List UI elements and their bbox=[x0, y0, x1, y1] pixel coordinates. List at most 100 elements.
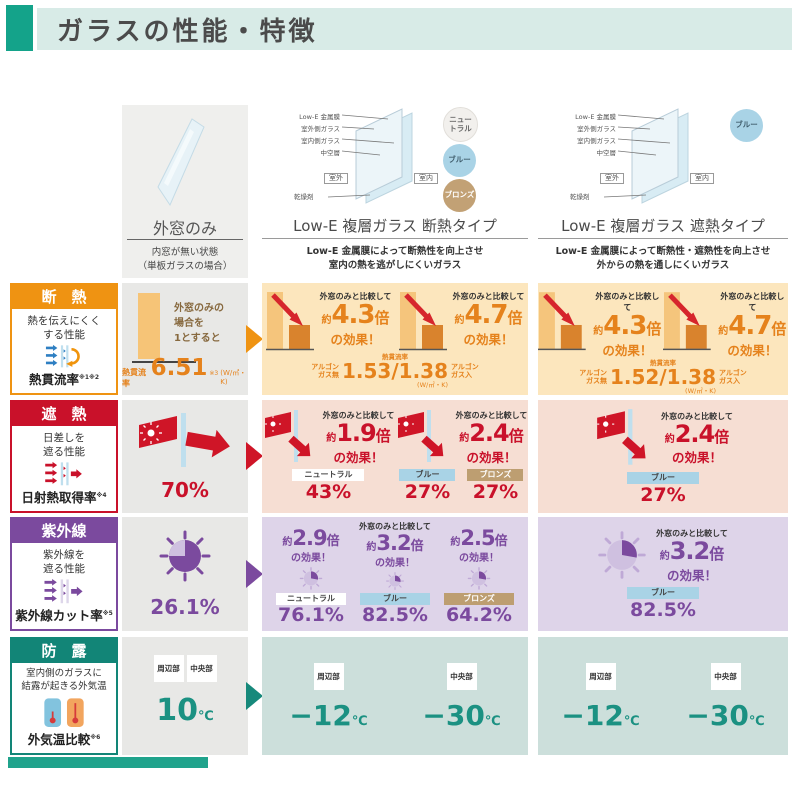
effect-multiplier: 約4.3倍 bbox=[321, 300, 390, 330]
glass-color-chip: ニュートラル bbox=[276, 593, 346, 606]
diagram-label-inner-glass: 室内側ガラス bbox=[577, 137, 616, 145]
title-band: ガラスの性能・特徴 bbox=[37, 8, 792, 50]
glass-color-result: ブルー 27% bbox=[399, 469, 456, 504]
position-label: 周辺部 bbox=[585, 662, 616, 690]
glass-color-result: ニュートラル 43% bbox=[292, 469, 365, 504]
effect-label: の効果！ bbox=[727, 343, 778, 359]
percent-value: 82.5% bbox=[362, 604, 428, 627]
uv-pie-icon bbox=[598, 531, 646, 579]
glass-color-swatches: ブルー bbox=[730, 109, 763, 142]
row-metric: 日射熱取得率※4 bbox=[21, 490, 107, 505]
effect-label: の効果！ bbox=[291, 553, 331, 565]
cell-shielding-insulation-type: 外窓のみと比較して 約1.9倍 の効果！ ニュートラル 43% bbox=[262, 400, 528, 513]
row-label-uv: 紫外線 紫外線を 遮る性能 紫外線カット率※5 bbox=[10, 517, 118, 631]
u-value-comparison: アルゴン ガス無 熱貫流率 1.53/1.38 (W/㎡・K) アルゴン ガス入 bbox=[262, 354, 528, 388]
swatch-neutral: ニュー トラル bbox=[443, 107, 478, 142]
percent-value: 26.1% bbox=[150, 594, 220, 619]
compare-note: 外窓のみと比較して bbox=[656, 529, 728, 539]
diagram-label-inner-glass: 室内側ガラス bbox=[301, 137, 340, 145]
baseline-note: 外窓のみの 場合を 1とすると bbox=[174, 303, 224, 344]
row-description: 熱を伝えにくく する性能 bbox=[27, 315, 101, 342]
glass-structure-diagram: Low-E 金属膜 室外側ガラス 室内側ガラス 中空層 乾燥剤 室外 室内 bbox=[538, 105, 788, 211]
compare-note: 外窓のみと比較して bbox=[452, 292, 525, 301]
cell-shielding-shielding-type: 外窓のみと比較して 約2.4倍 の効果！ ブルー 27% bbox=[538, 400, 788, 513]
compare-note: 外窓のみと比較して bbox=[319, 292, 392, 301]
unit-label: (W/㎡・K) bbox=[417, 380, 448, 389]
temperature-value: −30℃ bbox=[422, 698, 501, 732]
position-label: 周辺部 bbox=[153, 655, 184, 682]
baseline-bar-icon bbox=[138, 293, 160, 359]
row-metric: 熱貫流率※1※2 bbox=[28, 372, 100, 387]
comparison-item: 外窓のみと比較して 約4.3倍 の効果！ bbox=[265, 289, 392, 353]
cell-insulation-insulation-type: 外窓のみと比較して 約4.3倍 の効果！ 外窓のみと比較して 約4.7倍 の効果… bbox=[262, 283, 528, 395]
effect-multiplier: 約3.2倍 bbox=[659, 537, 725, 566]
diagram-label-outer-glass: 室外側ガラス bbox=[577, 125, 616, 133]
shielding-column-title: Low-E 複層ガラス 遮熱タイプ bbox=[561, 217, 765, 235]
metric-label: 熱貫流率 bbox=[382, 353, 408, 361]
comparison-item: 外窓のみと比較して 約2.4倍 の効果！ ブルー 27% ブロンズ 27% bbox=[396, 408, 527, 504]
swatch-blue: ブルー bbox=[443, 144, 476, 177]
diagram-label-desiccant: 乾燥剤 bbox=[570, 193, 590, 201]
diagram-label-lowe-film: Low-E 金属膜 bbox=[299, 113, 340, 121]
effect-label: の効果！ bbox=[459, 553, 499, 565]
cell-condensation-shielding-type: 周辺部 −12℃ 中央部 −30℃ bbox=[538, 637, 788, 755]
effect-multiplier: 約2.5倍 bbox=[450, 526, 508, 551]
cell-shielding-baseline: 70% bbox=[122, 400, 248, 513]
comparison-item: 約2.9倍 の効果！ ニュートラル 76.1% bbox=[270, 521, 352, 627]
comparison-bars-icon bbox=[265, 292, 314, 351]
uv-pie-icon bbox=[299, 567, 323, 591]
position-label: 中央部 bbox=[446, 662, 477, 690]
row-label-insulation: 断 熱 熱を伝えにくく する性能 熱貫流率※1※2 bbox=[10, 283, 118, 395]
row-description: 室内側のガラスに 結露が起きる外気温 bbox=[21, 668, 107, 692]
right-arrow-icon bbox=[246, 325, 263, 353]
glass-color-chip: ブルー bbox=[626, 471, 699, 484]
cell-uv-shielding-type: 外窓のみと比較して 約3.2倍 の効果！ ブルー 82.5% bbox=[538, 517, 788, 631]
cell-insulation-baseline: 外窓のみの 場合を 1とすると 熱貫流率 6.51 ※3 (W/㎡・K) bbox=[122, 283, 248, 395]
uv-pie-icon bbox=[467, 567, 491, 591]
comparison-item: 外窓のみと比較して 約3.2倍 の効果！ ブルー 82.5% bbox=[354, 521, 436, 627]
row-metric: 紫外線カット率※5 bbox=[15, 608, 113, 623]
diagram-label-lowe-film: Low-E 金属膜 bbox=[575, 113, 616, 121]
diagram-label-desiccant: 乾燥剤 bbox=[294, 193, 314, 201]
percent-value: 82.5% bbox=[630, 598, 696, 621]
shielding-column-description: Low-E 金属膜によって断熱性・遮熱性を向上させ 外からの熱を通しにくいガラス bbox=[555, 246, 771, 272]
double-pane-icon bbox=[327, 108, 413, 204]
sun-deflect-icon bbox=[597, 408, 646, 465]
uv-block-icon bbox=[44, 579, 83, 604]
sun-deflect-icon bbox=[397, 410, 443, 462]
position-label: 周辺部 bbox=[313, 662, 344, 690]
effect-multiplier: 約1.9倍 bbox=[326, 419, 391, 448]
page-title: ガラスの性能・特徴 bbox=[57, 16, 318, 47]
row-title: 紫外線 bbox=[12, 519, 116, 543]
uv-pie-icon bbox=[386, 572, 404, 591]
compare-note: 外窓のみと比較して bbox=[595, 292, 660, 312]
argon-with-label: アルゴン ガス入 bbox=[451, 362, 479, 379]
cell-uv-insulation-type: 約2.9倍 の効果！ ニュートラル 76.1% 外窓のみと比較して 約3.2倍 … bbox=[262, 517, 528, 631]
diagram-inside-box: 室内 bbox=[690, 173, 714, 184]
temperature-value: −12℃ bbox=[289, 698, 368, 732]
diagram-outside-box: 室外 bbox=[324, 173, 348, 184]
percent-value: 64.2% bbox=[446, 604, 512, 627]
effect-multiplier: 約4.7倍 bbox=[454, 300, 523, 330]
u-value-comparison: アルゴン ガス無 熱貫流率 1.52/1.38 (W/㎡・K) アルゴン ガス入 bbox=[538, 360, 788, 394]
effect-label: の効果！ bbox=[671, 450, 722, 466]
u-value-pair: 1.53/1.38 bbox=[342, 358, 448, 383]
comparison-bars-icon bbox=[663, 292, 711, 351]
comparison-bars-icon bbox=[538, 292, 586, 351]
metric-label: 熱貫流率 bbox=[650, 359, 676, 368]
glass-color-chip: ブルー bbox=[627, 586, 699, 599]
effect-label: の効果！ bbox=[375, 558, 415, 570]
shielding-column-header: Low-E 金属膜 室外側ガラス 室内側ガラス 中空層 乾燥剤 室外 室内 ブル… bbox=[538, 105, 788, 278]
title-accent-square bbox=[6, 5, 33, 51]
glass-color-result: ブロンズ 27% bbox=[467, 469, 524, 504]
glass-color-result: ブルー 82.5% bbox=[627, 586, 699, 622]
glass-structure-diagram: Low-E 金属膜 室外側ガラス 室内側ガラス 中空層 乾燥剤 室外 室内 bbox=[262, 105, 528, 211]
glass-color-chip: ニュートラル bbox=[292, 469, 365, 481]
divider bbox=[127, 239, 243, 240]
compare-note: 外窓のみと比較して bbox=[322, 411, 395, 421]
comparison-bars-icon bbox=[398, 292, 447, 351]
baseline-column-title: 外窓のみ bbox=[152, 219, 217, 238]
sun-arrow-icon bbox=[139, 412, 230, 467]
comparison-item: 外窓のみと比較して 約4.7倍 の効果！ bbox=[398, 289, 525, 353]
